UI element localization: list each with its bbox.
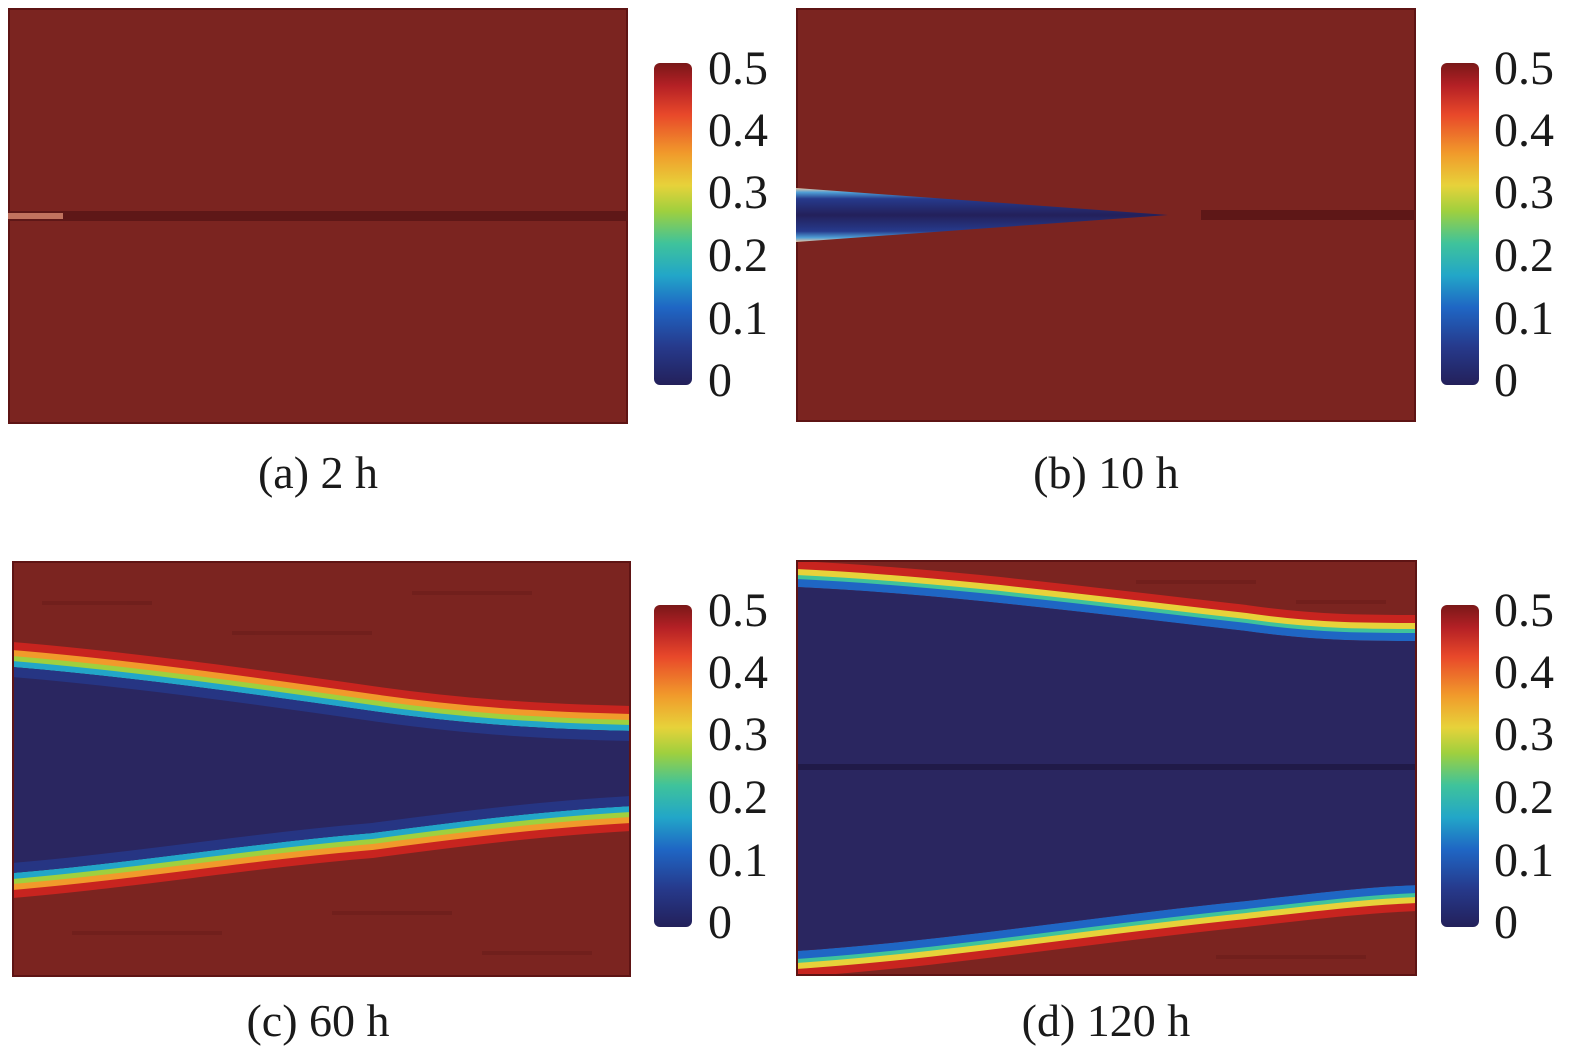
damaged-zone bbox=[12, 667, 631, 873]
colorbar-ticks-c: 0.5 0.4 0.3 0.2 0.1 0 bbox=[708, 587, 788, 947]
tick-label: 0.2 bbox=[1494, 229, 1554, 282]
tick-label: 0.1 bbox=[708, 834, 768, 887]
caption-c: (c) 60 h bbox=[246, 995, 390, 1046]
crack-line bbox=[796, 764, 1417, 770]
tick-label: 0 bbox=[708, 896, 732, 949]
tick-label: 0.4 bbox=[1494, 104, 1554, 157]
field-plot-a bbox=[8, 8, 628, 424]
field-plot-b bbox=[796, 8, 1416, 422]
tick-label: 0.5 bbox=[1494, 42, 1554, 95]
tick-label: 0.5 bbox=[708, 42, 768, 95]
colorbar-a bbox=[654, 63, 692, 385]
damage-wedge bbox=[796, 188, 1168, 242]
colorbar-ticks-a: 0.5 0.4 0.3 0.2 0.1 0 bbox=[708, 45, 788, 405]
tick-label: 0.2 bbox=[708, 771, 768, 824]
tick-label: 0.3 bbox=[708, 166, 768, 219]
tick-label: 0.4 bbox=[1494, 646, 1554, 699]
field-plot-c bbox=[12, 561, 631, 977]
tick-label: 0 bbox=[1494, 896, 1518, 949]
tick-label: 0.4 bbox=[708, 104, 768, 157]
tick-label: 0.5 bbox=[1494, 584, 1554, 637]
tick-label: 0.3 bbox=[1494, 166, 1554, 219]
crack-tip bbox=[8, 213, 63, 219]
tick-label: 0.4 bbox=[708, 646, 768, 699]
caption-b: (b) 10 h bbox=[1033, 447, 1179, 498]
caption-a: (a) 2 h bbox=[257, 447, 379, 498]
tick-label: 0.5 bbox=[708, 584, 768, 637]
tick-label: 0.3 bbox=[1494, 708, 1554, 761]
tick-label: 0.1 bbox=[708, 292, 768, 345]
caption-d: (d) 120 h bbox=[1021, 995, 1191, 1046]
colorbar-b bbox=[1441, 63, 1479, 385]
tick-label: 0.2 bbox=[708, 229, 768, 282]
tick-label: 0.1 bbox=[1494, 834, 1554, 887]
tick-label: 0 bbox=[708, 354, 732, 407]
colorbar-ticks-d: 0.5 0.4 0.3 0.2 0.1 0 bbox=[1494, 587, 1574, 947]
tick-label: 0.3 bbox=[708, 708, 768, 761]
crack-line bbox=[8, 211, 628, 221]
field-plot-d bbox=[796, 560, 1417, 976]
tick-label: 0.2 bbox=[1494, 771, 1554, 824]
colorbar-d bbox=[1441, 605, 1479, 927]
colorbar-c bbox=[654, 605, 692, 927]
tick-label: 0 bbox=[1494, 354, 1518, 407]
colorbar-ticks-b: 0.5 0.4 0.3 0.2 0.1 0 bbox=[1494, 45, 1574, 405]
tick-label: 0.1 bbox=[1494, 292, 1554, 345]
crack-line bbox=[1201, 210, 1416, 220]
